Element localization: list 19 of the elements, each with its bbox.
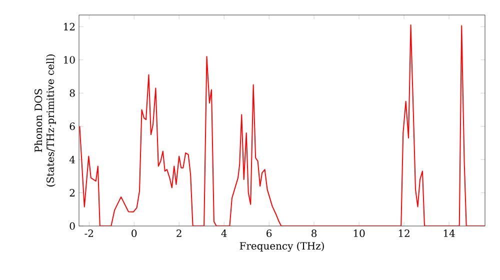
y-tick-label: 10 — [64, 56, 75, 64]
y-tick-label: 6 — [70, 122, 75, 130]
line-series — [79, 24, 486, 226]
y-tick-label: 4 — [69, 156, 75, 164]
x-tick-label: 12 — [398, 230, 410, 237]
x-tick-label: 2 — [176, 230, 182, 237]
y-tick-label: 0 — [70, 222, 75, 230]
x-tick-label: 14 — [444, 230, 455, 237]
y-tick-label: 8 — [70, 89, 75, 97]
x-tick-label: 10 — [354, 230, 365, 238]
x-tick-label: 4 — [221, 230, 227, 237]
x-tick-label: 8 — [312, 230, 317, 238]
x-tick-label: 6 — [266, 230, 272, 238]
x-tick-label: 0 — [132, 230, 137, 238]
y-axis-title: Phonon DOS (States/THz·primitive cell) — [34, 54, 56, 186]
x-axis-title: Frequency (THz) — [240, 242, 324, 252]
x-tick-label: -2 — [84, 230, 93, 237]
y-tick-label: 2 — [70, 189, 74, 196]
y-tick-label: 12 — [64, 22, 74, 30]
